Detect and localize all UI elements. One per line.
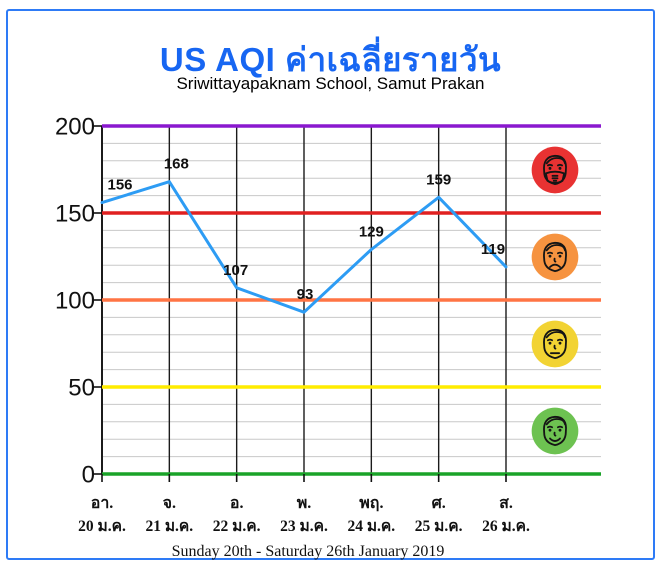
data-point-label: 119 (481, 241, 505, 258)
x-axis-date-label: 25 ม.ค. (415, 518, 463, 535)
x-axis-day-label: จ. (163, 495, 176, 512)
data-point-label: 159 (426, 171, 451, 188)
unhealthy-mask-face-icon (531, 146, 579, 194)
date-range-caption: Sunday 20th - Saturday 26th January 2019 (172, 543, 445, 560)
x-axis-date-label: 26 ม.ค. (482, 518, 530, 535)
data-point-label: 93 (297, 286, 314, 303)
legend-item-unhealthy (530, 145, 580, 195)
y-axis-tick-label: 0 (82, 462, 95, 489)
x-axis-day-label: ศ. (432, 495, 446, 512)
x-axis-day-label: อ. (230, 495, 244, 512)
unhealthy-sensitive-frown-face-icon (531, 233, 579, 281)
legend-item-unhealthy-sensitive (530, 232, 580, 282)
aqi-line-chart: 0 50 100 150 200 156 168 107 93 129 159 119 อา. จ. อ. พ… (55, 114, 601, 560)
data-point-label: 168 (164, 156, 189, 173)
x-axis-date-label: 21 ม.ค. (145, 518, 193, 535)
y-axis-tick-label: 150 (55, 201, 95, 228)
x-axis-labels: อา. จ. อ. พ. พฤ. ศ. ส. 20 ม.ค. 21 ม.ค. 22 ม.ค. 23 … (78, 495, 530, 535)
data-point-label: 107 (223, 262, 248, 279)
y-axis-tick-label: 100 (55, 288, 95, 315)
threshold-lines (102, 124, 601, 476)
x-axis-date-label: 20 ม.ค. (78, 518, 126, 535)
data-point-label: 156 (107, 177, 132, 194)
minor-gridlines (102, 142, 601, 458)
x-axis-day-label: พฤ. (359, 495, 383, 512)
good-smile-face-icon (531, 407, 579, 455)
data-point-label: 129 (359, 224, 384, 241)
data-point-labels: 156 168 107 93 129 159 119 (107, 156, 505, 304)
x-axis-day-label: ส. (499, 495, 513, 512)
x-axis-day-label: อา. (91, 495, 114, 512)
legend-item-good (530, 406, 580, 456)
aqi-data-line (100, 180, 508, 314)
chart-card: US AQI ค่าเฉลี่ยรายวัน Sriwittayapaknam … (6, 9, 655, 560)
y-axis-labels: 0 50 100 150 200 (55, 114, 95, 489)
axis-ticks (93, 125, 507, 482)
legend-item-moderate (530, 319, 580, 369)
y-axis-tick-label: 50 (68, 375, 95, 402)
x-axis-date-label: 22 ม.ค. (213, 518, 261, 535)
moderate-neutral-face-icon (531, 320, 579, 368)
y-axis-tick-label: 200 (55, 114, 95, 141)
x-axis-date-label: 24 ม.ค. (347, 518, 395, 535)
chart-subtitle: Sriwittayapaknam School, Samut Prakan (176, 74, 485, 93)
chart-title: US AQI ค่าเฉลี่ยรายวัน (159, 41, 502, 78)
x-axis-day-label: พ. (297, 495, 312, 512)
x-axis-date-label: 23 ม.ค. (280, 518, 328, 535)
